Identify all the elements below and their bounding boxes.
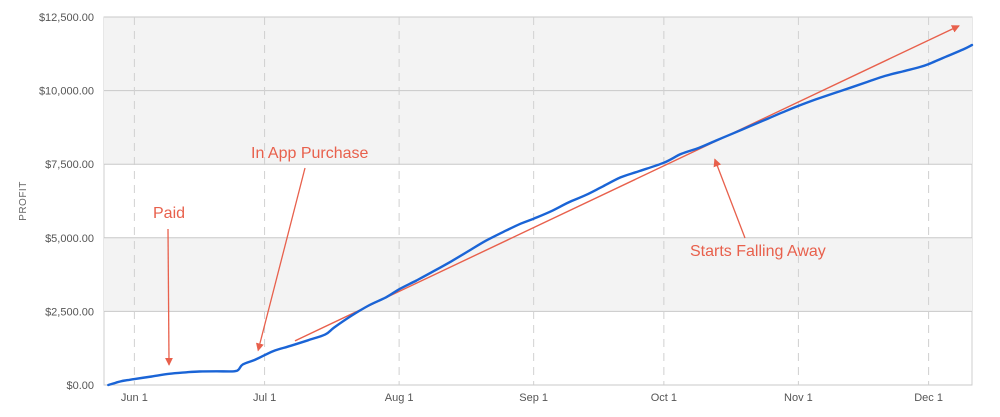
y-tick-label: $2,500.00 bbox=[45, 306, 94, 318]
plot-band bbox=[104, 237, 972, 312]
vertical-gridlines bbox=[133, 17, 930, 385]
series-line bbox=[107, 43, 974, 387]
x-tick-label: Dec 1 bbox=[914, 392, 943, 404]
annotation-label: In App Purchase bbox=[251, 145, 369, 162]
y-tick-label: $12,500.00 bbox=[39, 12, 94, 24]
plot-band bbox=[104, 17, 972, 91]
y-axis-ticks: $0.00 $2,500.00 $5,000.00 $7,500.00 $10,000.… bbox=[39, 12, 94, 392]
annotation-label: Starts Falling Away bbox=[690, 243, 826, 260]
annotation-label: Paid bbox=[153, 205, 185, 222]
annotations-group: Paid In App Purchase Starts Falling Away bbox=[153, 145, 826, 366]
y-axis-label: PROFIT bbox=[18, 181, 29, 221]
x-tick-label: Oct 1 bbox=[651, 392, 677, 404]
x-axis-ticks: Jun 1 Jul 1 Aug 1 Sep 1 Oct 1 Nov 1 Dec 1 bbox=[121, 392, 943, 404]
x-tick-label: Jul 1 bbox=[253, 392, 276, 404]
trendline-group bbox=[294, 25, 960, 342]
x-tick-label: Sep 1 bbox=[519, 392, 548, 404]
trendline bbox=[294, 25, 960, 342]
annotation-arrow bbox=[713, 158, 746, 239]
annotation-arrow bbox=[256, 167, 306, 352]
x-tick-label: Nov 1 bbox=[784, 392, 813, 404]
y-tick-label: $5,000.00 bbox=[45, 233, 94, 245]
annotation-arrow bbox=[164, 228, 173, 366]
y-tick-label: $0.00 bbox=[66, 380, 94, 392]
series-group bbox=[107, 43, 974, 387]
plot-bands bbox=[104, 17, 972, 312]
plot-band bbox=[104, 90, 972, 165]
y-tick-label: $7,500.00 bbox=[45, 159, 94, 171]
horizontal-gridlines bbox=[104, 16, 972, 386]
y-tick-label: $10,000.00 bbox=[39, 86, 94, 98]
x-tick-label: Aug 1 bbox=[385, 392, 414, 404]
x-tick-label: Jun 1 bbox=[121, 392, 148, 404]
